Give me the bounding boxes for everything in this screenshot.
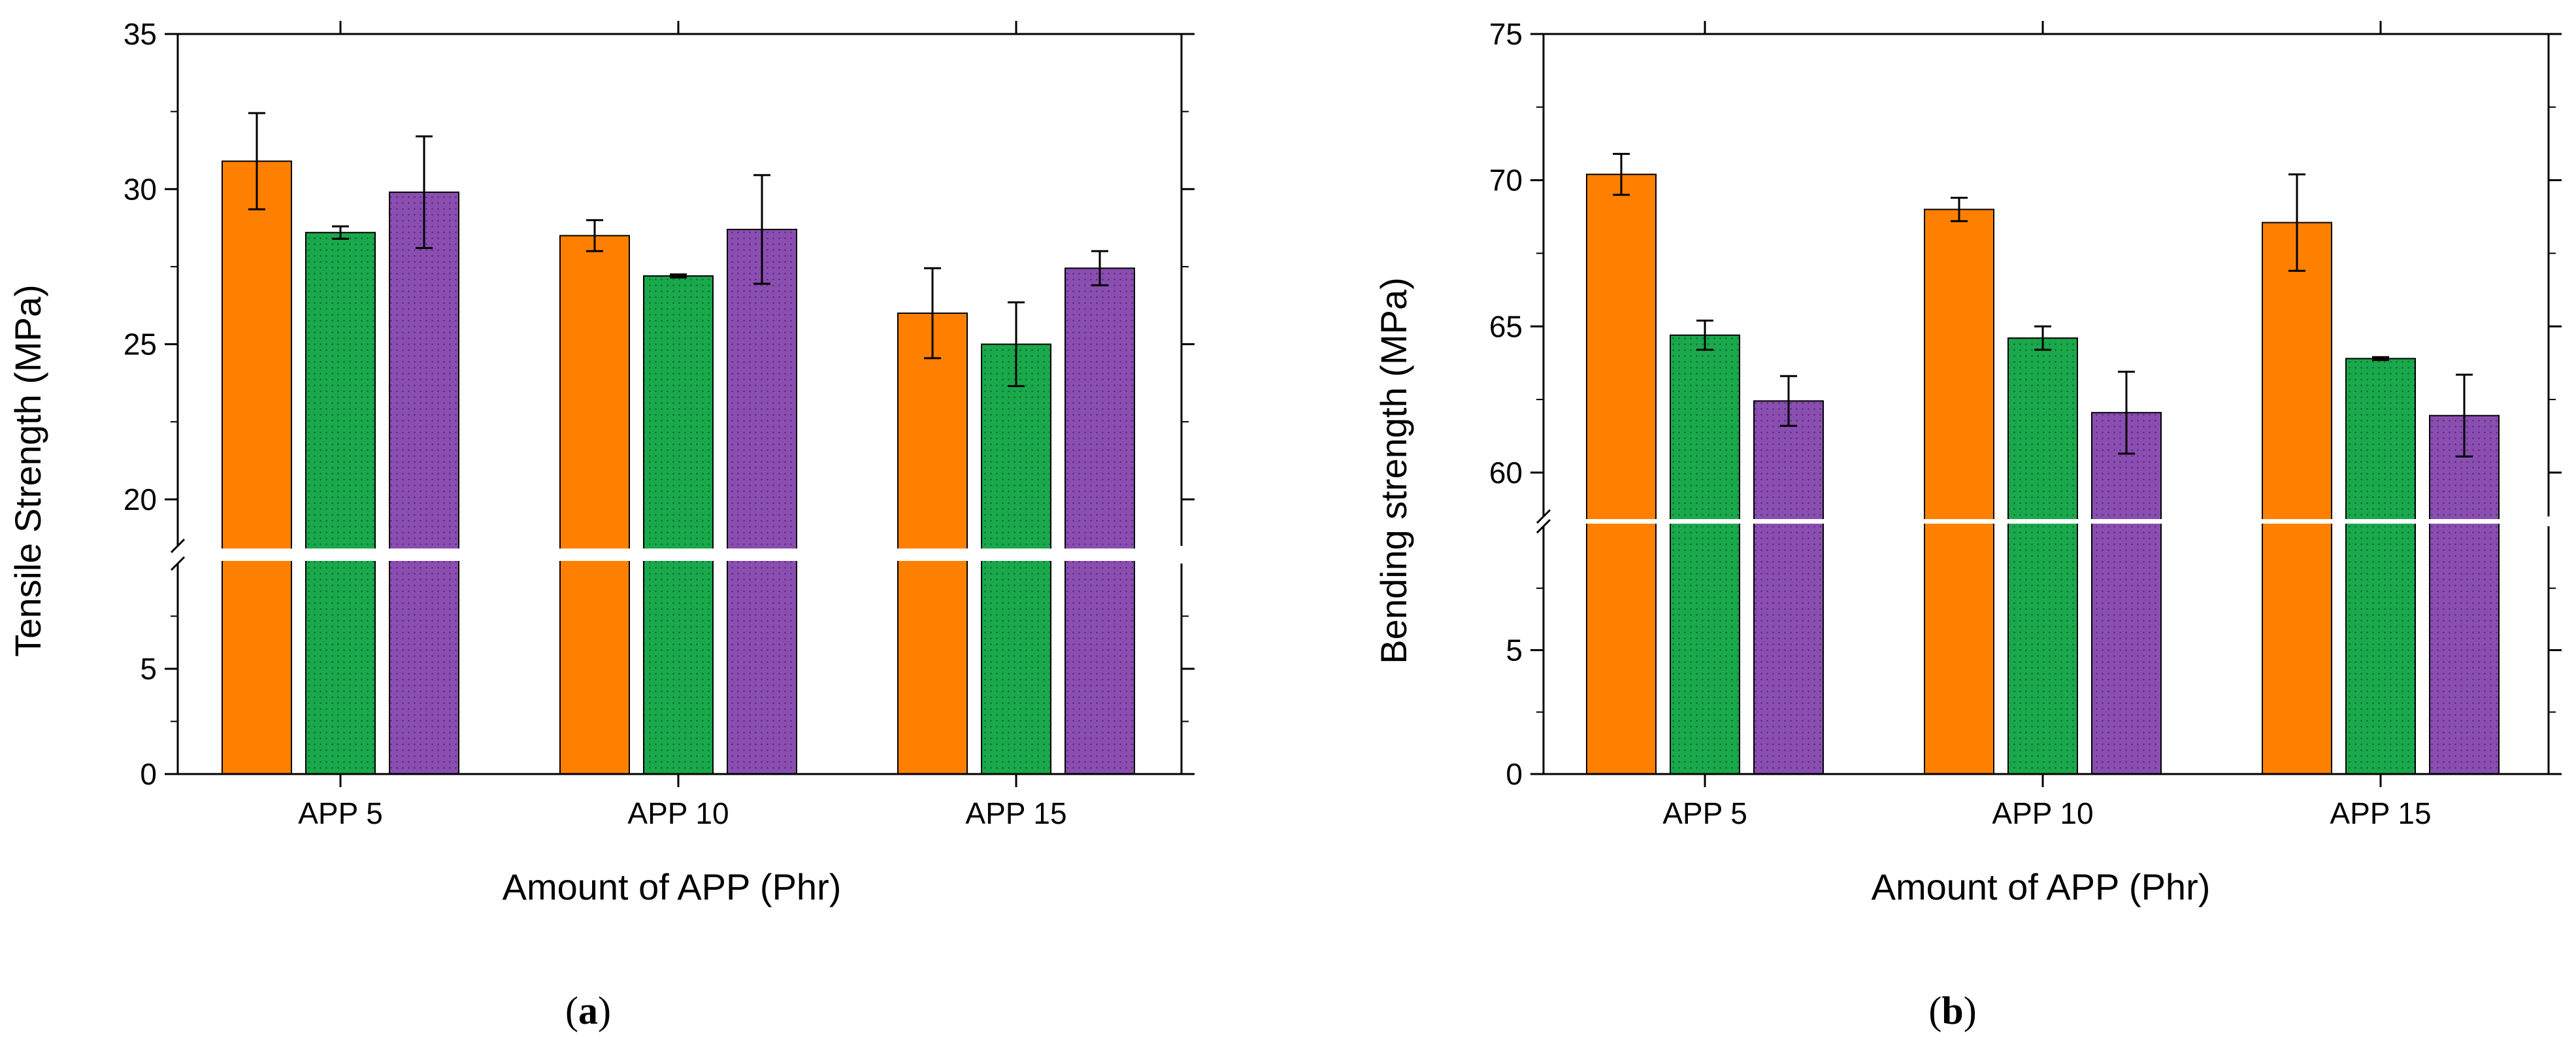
y-tick-label-b-70: 70 <box>1489 163 1523 197</box>
error-bar-a-0-2 <box>416 135 433 249</box>
y-tick-label-b-5: 5 <box>1506 633 1523 667</box>
bar-b-2-1 <box>2345 358 2416 775</box>
error-bar-b-2-0 <box>2288 173 2305 272</box>
bar-b-0-0 <box>1586 173 1657 775</box>
bars-layer-a <box>222 112 1135 775</box>
bar-a-0-2 <box>389 192 459 775</box>
y-tick-label-b-0: 0 <box>1506 757 1523 791</box>
error-bar-a-0-0 <box>248 112 265 211</box>
error-bar-a-2-0 <box>924 267 941 360</box>
bar-a-2-2 <box>1065 267 1135 775</box>
error-bar-b-1-0 <box>1951 196 1968 222</box>
bar-b-2-0 <box>2262 222 2332 775</box>
y-axis-title-b: Bending strength (MPa) <box>1373 277 1414 664</box>
bar-a-0-0 <box>222 160 292 775</box>
error-bar-b-2-2 <box>2456 373 2473 458</box>
chart-panel-a: 20 25 30 35 0 5 APP 5 APP 10 APP 15 Tensile Stre… <box>7 17 1195 1032</box>
frame-upper-b <box>1542 33 2550 516</box>
panel-label-b: (b) <box>1928 989 1976 1032</box>
y-tick-label-a-0: 0 <box>140 757 157 791</box>
x-tick-label-b-2: APP 15 <box>2330 796 2431 830</box>
y-tick-label-a-5: 5 <box>140 652 157 686</box>
bar-a-1-1 <box>643 275 714 775</box>
axis-break-mark-a <box>170 538 186 571</box>
bar-b-1-2 <box>2091 412 2162 775</box>
bar-b-1-1 <box>2007 337 2078 775</box>
x-axis-title-a: Amount of APP (Phr) <box>503 866 842 907</box>
y-tick-label-b-75: 75 <box>1489 17 1523 51</box>
y-tick-label-a-20: 20 <box>124 482 157 516</box>
bar-a-0-1 <box>305 231 376 775</box>
panel-label-a: (a) <box>565 989 611 1032</box>
x-tick-label-a-1: APP 10 <box>627 796 729 830</box>
error-bar-b-1-1 <box>2034 325 2051 351</box>
bar-a-1-0 <box>559 235 630 775</box>
error-bar-a-2-2 <box>1091 250 1108 286</box>
error-bar-b-0-2 <box>1780 375 1797 427</box>
error-bar-b-1-2 <box>2118 371 2135 455</box>
y-axis-title-a: Tensile Strength (MPa) <box>7 284 48 657</box>
bar-a-1-2 <box>727 228 797 775</box>
bar-b-0-1 <box>1670 334 1740 775</box>
error-bar-a-2-1 <box>1008 301 1025 388</box>
error-bar-a-1-0 <box>586 219 603 252</box>
error-bar-a-1-1 <box>670 273 687 279</box>
bar-b-2-2 <box>2429 414 2500 775</box>
chart-panel-b: 60 65 70 75 0 5 APP 5 APP 10 APP 15 Bending stre… <box>1373 17 2562 1032</box>
axes-layer-b: 60 65 70 75 0 5 APP 5 APP 10 APP 15 <box>1489 17 2562 830</box>
y-tick-label-a-25: 25 <box>124 328 157 362</box>
x-axis-title-b: Amount of APP (Phr) <box>1872 866 2211 907</box>
axes-layer-a: 20 25 30 35 0 5 APP 5 APP 10 APP 15 <box>124 17 1195 830</box>
frame-upper-a <box>176 33 1183 546</box>
x-tick-label-a-2: APP 15 <box>965 796 1066 830</box>
bars-layer-b <box>1586 152 2500 775</box>
error-bar-b-0-0 <box>1613 152 1630 196</box>
y-tick-label-b-65: 65 <box>1489 309 1523 343</box>
error-bar-b-2-1 <box>2372 356 2389 362</box>
bar-b-1-0 <box>1924 209 1994 775</box>
bar-b-0-2 <box>1753 400 1824 775</box>
x-tick-label-b-1: APP 10 <box>1992 796 2093 830</box>
x-tick-label-b-0: APP 5 <box>1662 796 1747 830</box>
x-tick-label-a-0: APP 5 <box>298 796 383 830</box>
axis-break-mark-b <box>1536 509 1551 534</box>
y-tick-label-a-30: 30 <box>124 172 157 206</box>
bar-a-2-0 <box>897 312 968 775</box>
axis-break-gap-a <box>175 548 1184 561</box>
error-bar-a-1-2 <box>753 174 770 285</box>
y-tick-label-a-35: 35 <box>124 17 157 51</box>
error-bar-b-0-1 <box>1696 319 1713 351</box>
axis-break-gap-b <box>1541 519 2551 524</box>
error-bar-a-0-1 <box>332 225 349 240</box>
y-tick-label-b-60: 60 <box>1489 456 1523 490</box>
